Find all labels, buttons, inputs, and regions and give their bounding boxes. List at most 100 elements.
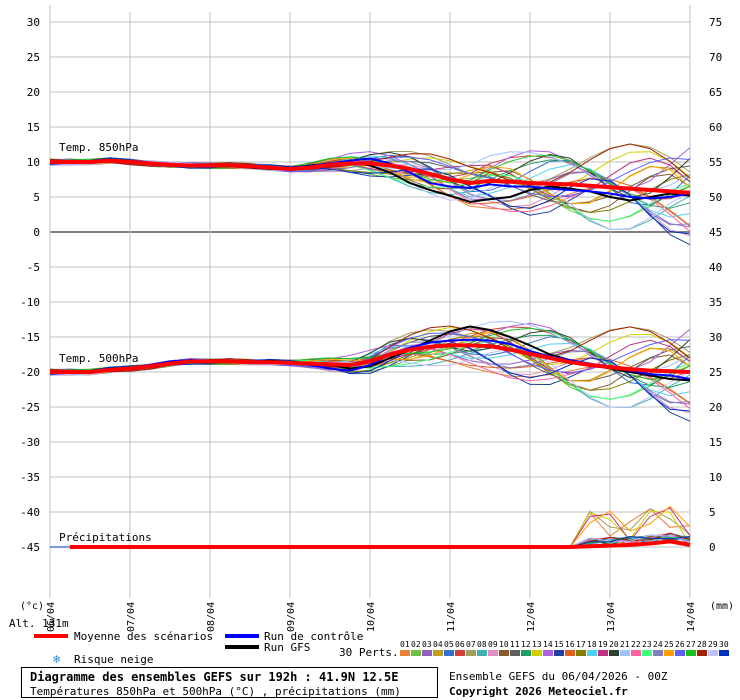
y-right-tick-label: 40 xyxy=(709,261,722,274)
legend: Moyenne des scénarios Run de contrôle Ru… xyxy=(34,630,729,665)
pert-number-label: 30 xyxy=(719,640,729,649)
x-tick-label: 10/04 xyxy=(366,602,377,632)
pert-number-label: 27 xyxy=(686,640,696,649)
label-precip: Précipitations xyxy=(59,531,152,544)
legend-mean-label: Moyenne des scénarios xyxy=(74,630,213,643)
copyright: Copyright 2026 Meteociel.fr xyxy=(449,685,628,698)
pert-number-label: 10 xyxy=(499,640,509,649)
x-tick-label: 09/04 xyxy=(286,602,297,632)
x-tick-label: 11/04 xyxy=(446,602,457,632)
y-left-tick-label: -25 xyxy=(20,401,40,414)
pert-swatch xyxy=(697,650,707,656)
legend-gfs-label: Run GFS xyxy=(264,641,310,654)
pert-swatch xyxy=(411,650,421,656)
y-right-tick-label: 0 xyxy=(709,541,716,554)
y-right-tick-label: 5 xyxy=(709,506,716,519)
pert-number-label: 26 xyxy=(675,640,685,649)
y-left-tick-label: 5 xyxy=(33,191,40,204)
y-left-unit: (°c) xyxy=(20,601,44,612)
legend-control-swatch xyxy=(225,634,259,638)
legend-snow-label: Risque neige xyxy=(74,653,153,665)
pert-swatch xyxy=(653,650,663,656)
run-info: Ensemble GEFS du 06/04/2026 - 00Z xyxy=(449,670,668,683)
pert-swatch xyxy=(455,650,465,656)
chart-subtitle: Températures 850hPa et 500hPa (°C) , pré… xyxy=(30,685,401,698)
y-right-tick-label: 70 xyxy=(709,51,722,64)
y-left-tick-label: 30 xyxy=(27,16,40,29)
pert-number-label: 25 xyxy=(664,640,674,649)
pert-swatch xyxy=(664,650,674,656)
pert-number-label: 04 xyxy=(433,640,443,649)
pert-swatch xyxy=(488,650,498,656)
series-t500-mean xyxy=(50,343,691,374)
pert-swatch xyxy=(598,650,608,656)
y-left-tick-label: -35 xyxy=(20,471,40,484)
pert-swatch xyxy=(510,650,520,656)
pert-number-label: 03 xyxy=(422,640,432,649)
pert-number-label: 21 xyxy=(620,640,630,649)
x-tick-label: 08/04 xyxy=(206,602,217,632)
y-left-tick-label: -10 xyxy=(20,296,40,309)
pert-number-label: 06 xyxy=(455,640,465,649)
y-left-tick-label: 25 xyxy=(27,51,40,64)
y-right-tick-label: 60 xyxy=(709,121,722,134)
y-right-tick-label: 20 xyxy=(709,401,722,414)
label-t500: Temp. 500hPa xyxy=(59,352,138,365)
pert-number-label: 12 xyxy=(521,640,531,649)
altitude-label: Alt. 131m xyxy=(9,617,69,630)
snowflake-icon: ❄ xyxy=(53,652,60,665)
pert-swatch xyxy=(686,650,696,656)
legend-control-label: Run de contrôle xyxy=(264,630,363,643)
pert-number-label: 11 xyxy=(510,640,520,649)
label-t850: Temp. 850hPa xyxy=(59,141,138,154)
x-tick-label: 12/04 xyxy=(526,602,537,632)
pert-swatch xyxy=(642,650,652,656)
pert-swatch xyxy=(576,650,586,656)
pert-swatch xyxy=(609,650,619,656)
pert-number-label: 05 xyxy=(444,640,454,649)
pert-swatch xyxy=(422,650,432,656)
pert-swatch xyxy=(532,650,542,656)
pert-number-label: 29 xyxy=(708,640,718,649)
pert-swatch xyxy=(543,650,553,656)
main-series-lines xyxy=(50,157,691,549)
pert-number-label: 02 xyxy=(411,640,421,649)
pert-swatch xyxy=(554,650,564,656)
y-right-tick-label: 45 xyxy=(709,226,722,239)
pert-swatch xyxy=(400,650,410,656)
pert-number-label: 07 xyxy=(466,640,476,649)
pert-number-label: 22 xyxy=(631,640,641,649)
pert-number-label: 20 xyxy=(609,640,619,649)
y-left-tick-label: -30 xyxy=(20,436,40,449)
pert-swatch xyxy=(719,650,729,656)
pert-number-label: 09 xyxy=(488,640,498,649)
series-t850-mean xyxy=(50,158,691,195)
y-right-tick-label: 10 xyxy=(709,471,722,484)
pert-number-label: 13 xyxy=(532,640,542,649)
pert-swatch xyxy=(675,650,685,656)
pert-number-label: 08 xyxy=(477,640,487,649)
y-right-unit: (mm) xyxy=(710,601,734,612)
legend-mean-swatch xyxy=(34,634,68,638)
x-tick-label: 06/04 xyxy=(46,602,57,632)
pert-swatch xyxy=(466,650,476,656)
chart-title-box: Diagramme des ensembles GEFS sur 192h : … xyxy=(21,667,438,698)
legend-perts-label: 30 Perts. xyxy=(339,646,399,659)
pert-swatch xyxy=(433,650,443,656)
pert-legend-swatches: 01 02 03 04 05 06 07 08 09 10 11 12 13 14 15 16 17 18 19 20… xyxy=(400,640,729,656)
y-right-tick-label: 25 xyxy=(709,366,722,379)
y-left-tick-label: -5 xyxy=(27,261,40,274)
pert-swatch xyxy=(587,650,597,656)
pert-swatch xyxy=(521,650,531,656)
gefs-ensemble-chart: 302520151050-5-10-15-20-25-30-35-40-4575… xyxy=(9,5,735,665)
pert-number-label: 18 xyxy=(587,640,597,649)
pert-swatch xyxy=(477,650,487,656)
pert-number-label: 14 xyxy=(543,640,553,649)
x-tick-label: 14/04 xyxy=(686,602,697,632)
pert-number-label: 01 xyxy=(400,640,410,649)
pert-number-label: 15 xyxy=(554,640,564,649)
pert-number-label: 19 xyxy=(598,640,608,649)
y-left-tick-label: -20 xyxy=(20,366,40,379)
pert-number-label: 17 xyxy=(576,640,586,649)
y-right-tick-label: 75 xyxy=(709,16,722,29)
